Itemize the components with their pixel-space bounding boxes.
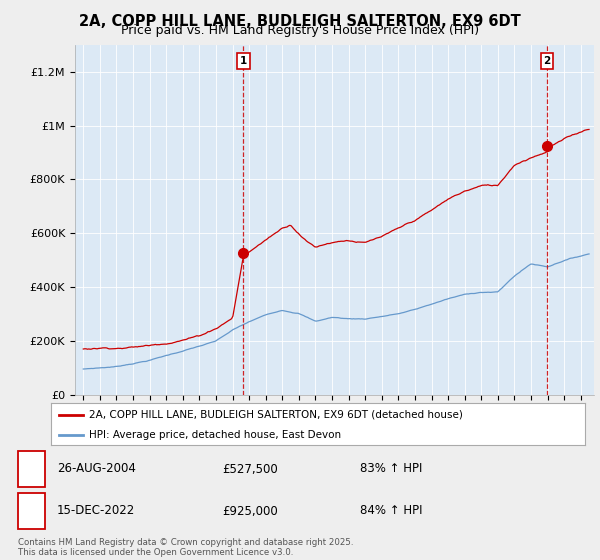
Text: 1: 1 [239, 56, 247, 66]
Text: 83% ↑ HPI: 83% ↑ HPI [360, 463, 422, 475]
Text: £925,000: £925,000 [222, 505, 278, 517]
Text: 15-DEC-2022: 15-DEC-2022 [57, 505, 135, 517]
Text: Price paid vs. HM Land Registry's House Price Index (HPI): Price paid vs. HM Land Registry's House … [121, 24, 479, 37]
Text: 1: 1 [27, 463, 36, 475]
Text: 2A, COPP HILL LANE, BUDLEIGH SALTERTON, EX9 6DT: 2A, COPP HILL LANE, BUDLEIGH SALTERTON, … [79, 14, 521, 29]
Text: 2A, COPP HILL LANE, BUDLEIGH SALTERTON, EX9 6DT (detached house): 2A, COPP HILL LANE, BUDLEIGH SALTERTON, … [89, 410, 463, 420]
Text: 2: 2 [27, 505, 36, 517]
Text: £527,500: £527,500 [222, 463, 278, 475]
Text: 84% ↑ HPI: 84% ↑ HPI [360, 505, 422, 517]
Text: HPI: Average price, detached house, East Devon: HPI: Average price, detached house, East… [89, 430, 341, 440]
Text: 26-AUG-2004: 26-AUG-2004 [57, 463, 136, 475]
Text: Contains HM Land Registry data © Crown copyright and database right 2025.
This d: Contains HM Land Registry data © Crown c… [18, 538, 353, 557]
Text: 2: 2 [543, 56, 551, 66]
